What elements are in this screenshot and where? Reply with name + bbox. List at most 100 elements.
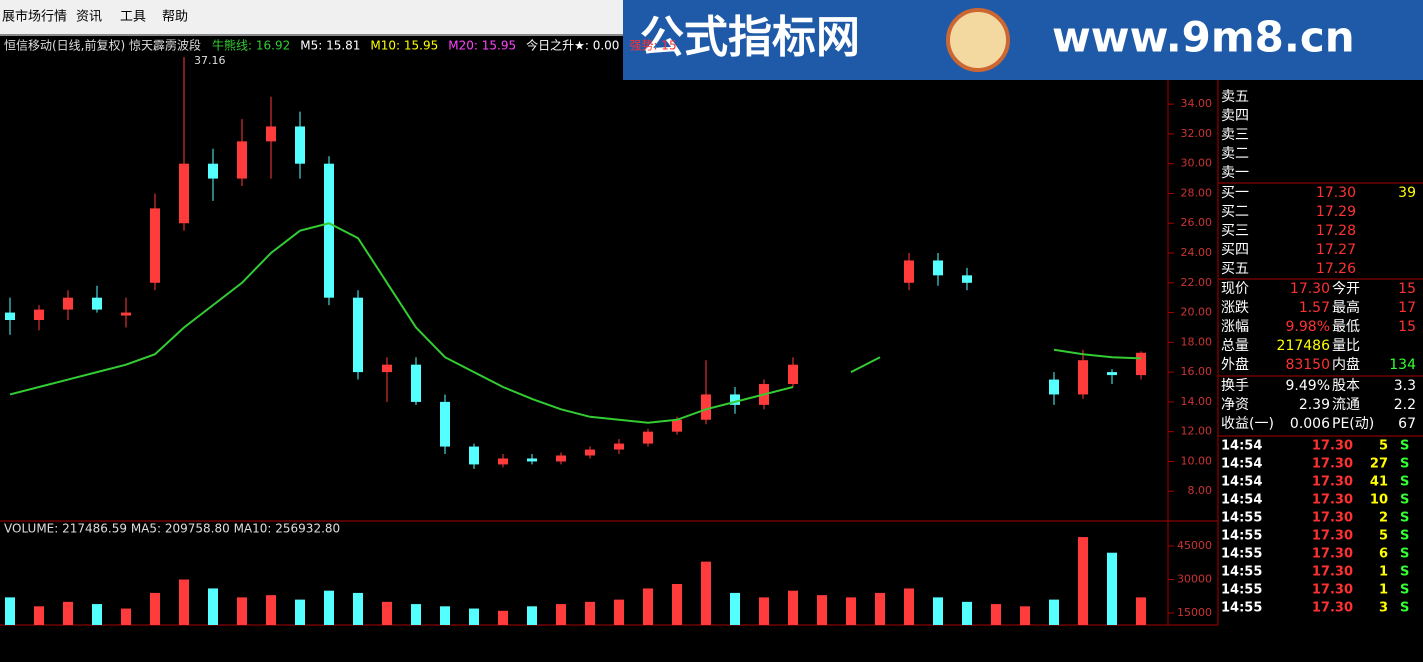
stat-cell: 83150 xyxy=(1285,357,1330,373)
y-tick-label: 20.00 xyxy=(1181,306,1213,319)
volume-bar xyxy=(63,601,73,625)
volume-bar xyxy=(440,606,450,625)
stat-cell: 17 xyxy=(1398,300,1416,316)
ma-line xyxy=(9,222,794,424)
stat-cell: 217486 xyxy=(1277,338,1331,354)
trade-cell: S xyxy=(1400,547,1409,562)
trade-cell: 17.30 xyxy=(1312,547,1353,562)
menu-item[interactable]: 帮助 xyxy=(162,10,188,25)
fundamental-cell: 0.006 xyxy=(1290,416,1330,432)
fundamental-cell: 股本 xyxy=(1332,378,1360,394)
volume-bar xyxy=(92,604,102,625)
trade-cell: 14:54 xyxy=(1221,439,1262,454)
bid-cell: 买三 xyxy=(1221,223,1249,239)
volume-bar xyxy=(643,588,653,625)
stat-cell: 量比 xyxy=(1332,338,1360,354)
y-tick-label: 30000 xyxy=(1177,573,1212,586)
candle-body xyxy=(585,449,595,456)
candle-body xyxy=(92,297,102,310)
indicator-label: M20: 15.95 xyxy=(448,39,516,53)
fundamental-cell: 3.3 xyxy=(1394,378,1416,394)
y-tick-label: 26.00 xyxy=(1181,216,1213,229)
fundamental-cell: 2.2 xyxy=(1394,397,1416,413)
trade-cell: 14:55 xyxy=(1221,529,1262,544)
chart-title: 恒信移动(日线,前复权) 惊天霹雳波段 xyxy=(4,38,201,53)
trade-cell: 1 xyxy=(1379,565,1388,580)
indicator-label: M10: 15.95 xyxy=(370,39,438,53)
volume-bar xyxy=(962,601,972,625)
volume-bar xyxy=(353,592,363,625)
volume-bar xyxy=(150,592,160,625)
trade-cell: 17.30 xyxy=(1312,439,1353,454)
volume-bar xyxy=(382,601,392,625)
menu-item[interactable]: 展市场行情 xyxy=(2,9,67,25)
volume-bar xyxy=(237,597,247,625)
y-tick-label: 30.00 xyxy=(1181,157,1213,170)
volume-bar xyxy=(498,610,508,625)
menu-item[interactable]: 资讯 xyxy=(76,10,102,25)
candle-body xyxy=(150,208,160,283)
stat-cell: 1.57 xyxy=(1299,300,1330,316)
candle-body xyxy=(1049,379,1059,395)
candle-body xyxy=(5,312,15,321)
volume-bar xyxy=(527,606,537,625)
candle-body xyxy=(643,431,653,444)
candle-body xyxy=(411,364,421,402)
stat-cell: 最低 xyxy=(1332,319,1360,335)
volume-bar xyxy=(208,588,218,625)
trade-cell: 5 xyxy=(1379,439,1388,454)
stat-cell: 总量 xyxy=(1221,338,1249,354)
ask-label: 卖四 xyxy=(1221,108,1249,124)
bid-cell: 39 xyxy=(1398,185,1416,201)
candle-body xyxy=(295,126,305,164)
bid-cell: 买一 xyxy=(1221,185,1249,201)
bid-cell: 17.26 xyxy=(1316,261,1356,277)
y-tick-label: 8.00 xyxy=(1188,484,1213,497)
stat-cell: 最高 xyxy=(1332,299,1360,316)
trade-cell: S xyxy=(1400,457,1409,472)
trade-cell: 14:55 xyxy=(1221,601,1262,616)
volume-bar xyxy=(788,590,798,625)
trade-cell: 14:55 xyxy=(1221,511,1262,526)
fundamental-cell: 9.49% xyxy=(1286,378,1330,394)
volume-bar xyxy=(1049,599,1059,625)
menu-item[interactable]: 工具 xyxy=(120,10,146,25)
candle-body xyxy=(904,260,914,283)
fundamental-cell: 流通 xyxy=(1332,397,1360,413)
trade-cell: 14:54 xyxy=(1221,493,1262,508)
volume-bar xyxy=(614,599,624,625)
stat-cell: 134 xyxy=(1389,357,1416,373)
trade-cell: 3 xyxy=(1379,601,1388,616)
y-tick-label: 12.00 xyxy=(1181,425,1213,438)
trade-cell: 14:55 xyxy=(1221,583,1262,598)
volume-bar xyxy=(585,601,595,625)
ma-line xyxy=(850,356,881,374)
trade-cell: S xyxy=(1400,601,1409,616)
volume-bar xyxy=(1078,537,1088,625)
trade-cell: S xyxy=(1400,493,1409,508)
candle-body xyxy=(353,297,363,373)
volume-bar xyxy=(875,592,885,625)
y-tick-label: 32.00 xyxy=(1181,127,1213,140)
candle-body xyxy=(614,443,624,450)
stat-cell: 9.98% xyxy=(1286,319,1330,335)
volume-bar xyxy=(1136,597,1146,625)
y-tick-label: 28.00 xyxy=(1181,186,1213,199)
volume-bar xyxy=(904,588,914,625)
volume-bar xyxy=(121,608,131,625)
trade-cell: 14:55 xyxy=(1221,547,1262,562)
volume-bar xyxy=(991,604,1001,625)
fundamental-cell: 2.39 xyxy=(1299,397,1330,413)
volume-bar xyxy=(1020,606,1030,625)
trade-cell: S xyxy=(1400,439,1409,454)
candle-body xyxy=(1078,360,1088,395)
volume-bar xyxy=(933,597,943,625)
trade-cell: 10 xyxy=(1370,493,1388,508)
stat-cell: 内盘 xyxy=(1332,356,1360,373)
trade-cell: 17.30 xyxy=(1312,601,1353,616)
trade-cell: 2 xyxy=(1379,511,1388,526)
trade-cell: 41 xyxy=(1370,475,1388,490)
candle-body xyxy=(324,163,334,298)
candle-body xyxy=(382,364,392,373)
bid-cell: 买四 xyxy=(1221,242,1249,258)
